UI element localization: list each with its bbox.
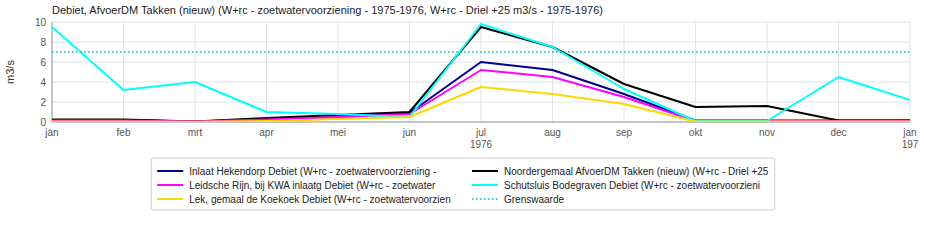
- y-tick-label: 2: [40, 97, 46, 108]
- x-tick-label: nov: [759, 127, 775, 138]
- legend-label: Schutsluis Bodegraven Debiet (W+rc - zoe…: [504, 180, 760, 191]
- legend-swatch: [157, 170, 183, 172]
- x-grid-line: [266, 22, 267, 122]
- legend-label: Inlaat Hekendorp Debiet (W+rc - zoetwate…: [189, 166, 436, 177]
- y-tick-label: 10: [35, 17, 47, 28]
- x-grid-line: [838, 22, 839, 122]
- legend-label: Noordergemaal AfvoerDM Takken (nieuw) (W…: [504, 166, 769, 177]
- y-tick-label: 4: [40, 77, 46, 88]
- x-grid-line: [123, 22, 124, 122]
- legend-swatch: [157, 184, 183, 186]
- x-grid-line: [338, 22, 339, 122]
- legend-label: Leidsche Rijn, bij KWA inlaatg Debiet (W…: [189, 180, 436, 191]
- series-line: [52, 27, 910, 122]
- x-grid-line: [195, 22, 196, 122]
- x-grid-line: [552, 22, 553, 122]
- legend-swatch: [472, 184, 498, 186]
- legend: Inlaat Hekendorp Debiet (W+rc - zoetwate…: [151, 158, 775, 210]
- x-tick-label: jul1976: [470, 127, 493, 150]
- legend-label: Grenswaarde: [504, 194, 564, 205]
- x-tick-label: aug: [544, 127, 561, 138]
- series-line: [52, 24, 910, 121]
- x-tick-label: okt: [689, 127, 703, 138]
- legend-box: [151, 158, 775, 210]
- x-tick-label: jan197: [902, 127, 919, 150]
- x-grid-line: [910, 22, 911, 122]
- x-tick-label: dec: [830, 127, 846, 138]
- x-tick-label: feb: [117, 127, 131, 138]
- y-axis: [52, 22, 53, 122]
- legend-label: Lek, gemaal de Koekoek Debiet (W+rc - zo…: [189, 194, 451, 205]
- x-tick-label: jun: [402, 127, 416, 138]
- x-tick-label: mei: [330, 127, 346, 138]
- legend-swatch: [157, 198, 183, 200]
- x-tick-label: mrt: [188, 127, 203, 138]
- x-tick-label: jan: [44, 127, 58, 138]
- x-grid-line: [624, 22, 625, 122]
- x-tick-label: apr: [259, 127, 274, 138]
- title: Debiet, AfvoerDM Takken (nieuw) (W+rc - …: [52, 4, 603, 16]
- legend-swatch: [472, 198, 498, 200]
- series-line: [52, 51, 910, 53]
- chart: Debiet, AfvoerDM Takken (nieuw) (W+rc - …: [0, 0, 926, 242]
- y-axis-label: m3/s: [4, 60, 16, 84]
- x-tick-label: sep: [616, 127, 633, 138]
- series-line: [52, 70, 910, 122]
- lines: [52, 24, 910, 122]
- legend-swatch: [472, 170, 498, 172]
- x-grid-line: [481, 22, 482, 122]
- y-tick-label: 8: [40, 37, 46, 48]
- series-line: [52, 87, 910, 122]
- x-grid-line: [409, 22, 410, 122]
- grid: [52, 22, 910, 122]
- x-grid-line: [52, 22, 53, 122]
- y-tick-label: 6: [40, 57, 46, 68]
